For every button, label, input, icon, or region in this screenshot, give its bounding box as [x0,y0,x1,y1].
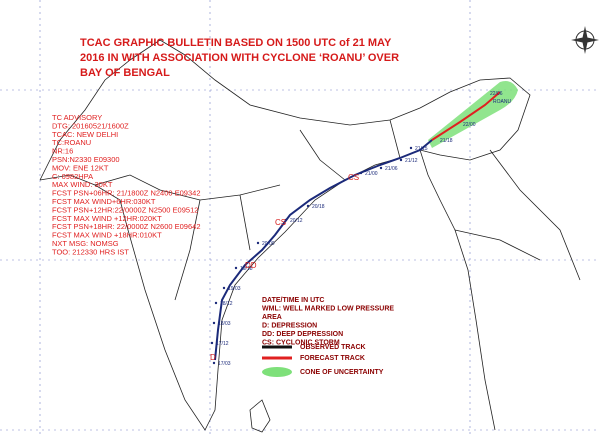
storm-name: ROANU [493,99,511,105]
compass [571,26,599,54]
stage-marker: CS [348,173,359,182]
track-label: 17/12 [216,341,229,347]
forecast-label: 22/00 [463,122,476,128]
advisory-line: MAX WIND: 30KT [52,180,113,189]
observed-track [214,139,433,361]
legend: DATE/TIME IN UTC WML: WELL MARKED LOW PRE… [262,297,394,377]
advisory-line: C: 0982HPA [52,172,93,181]
track-label: 20/00 [262,241,275,247]
track-label: 18/12 [220,301,233,307]
advisory-line: DTG: 20160521/1600Z [52,121,129,130]
legend-observed: OBSERVED TRACK [300,344,366,351]
advisory-line: TOO: 212330 HRS IST [52,247,129,256]
advisory-line: FCST MAX WIND +12HR:020KT [52,214,162,223]
forecast-label: 21/18 [440,138,453,144]
track-label: 21/15 [415,146,428,152]
track-point [212,361,216,365]
track-label: 19/03 [228,286,241,292]
track-point [256,241,260,245]
advisory-line: FCST PSN+06HR: 21/1800Z N2400 E09342 [52,189,201,198]
legend-note: D: DEPRESSION [262,323,317,330]
title-line: BAY OF BENGAL [80,67,170,79]
track-point [306,204,310,208]
cone-of-uncertainty [428,81,518,148]
legend-forecast: FORECAST TRACK [300,355,365,362]
legend-cone: CONE OF UNCERTAINTY [300,369,384,376]
title-line: TCAC GRAPHIC BULLETIN BASED ON 1500 UTC … [80,37,392,49]
track-labels: 17/03 17/12 18/03 18/12 19/03 19/18 20/00 20/12… [210,91,511,367]
track-label: 19/18 [240,266,253,272]
track-point [212,321,216,325]
advisory-line: TC:ROANU [52,138,91,147]
stage-marker: D [210,353,216,362]
legend-note: DD: DEEP DEPRESSION [262,331,343,338]
land-outline [39,39,581,433]
advisory-line: NR:16 [52,147,73,156]
track-label: 21/12 [405,158,418,164]
track-point [284,218,288,222]
legend-cone-swatch [262,367,292,377]
track-label: 17/03 [218,361,231,367]
advisory-line: TC ADVISORY [52,113,102,122]
forecast-track [431,91,501,141]
forecast-label: 22/06 [490,91,503,97]
track-point [399,158,403,162]
track-label: 20/12 [290,218,303,224]
track-label: 21/00 [365,171,378,177]
legend-note: DATE/TIME IN UTC [262,297,324,304]
legend-note: WML: WELL MARKED LOW PRESSURE [262,306,394,313]
advisory-line: FCST PSN+18HR: 22/0000Z N2600 E09642 [52,222,201,231]
advisory-line: FCST MAX WIND+6HR:030KT [52,197,156,206]
advisory-line: NXT MSG: NOMSG [52,239,119,248]
advisory-line: FCST MAX WIND +18HR:010KT [52,231,162,240]
track-point [234,266,238,270]
track-label: 21/06 [385,166,398,172]
track-label: 20/18 [312,204,325,210]
track-point [379,166,383,170]
track-point [214,301,218,305]
legend-note: AREA [262,314,282,321]
legend-note: CS: CYCLONIC STORM [262,340,340,347]
advisory-line: FCST PSN+12HR:22/0000Z N2500 E09512 [52,205,198,214]
advisory-line: MOV: ENE 12KT [52,163,109,172]
title-line: 2016 IN WITH ASSOCIATION WITH CYCLONE ‘R… [80,52,399,64]
advisory-line: TCAC: NEW DELHI [52,130,118,139]
track-point [222,286,226,290]
stage-marker: DD [245,261,257,270]
stage-marker: CS [275,218,286,227]
track-point [409,146,413,150]
advisory-line: PSN:N2330 E09300 [52,155,120,164]
track-label: 18/03 [218,321,231,327]
track-point [210,341,214,345]
track-point [359,171,363,175]
